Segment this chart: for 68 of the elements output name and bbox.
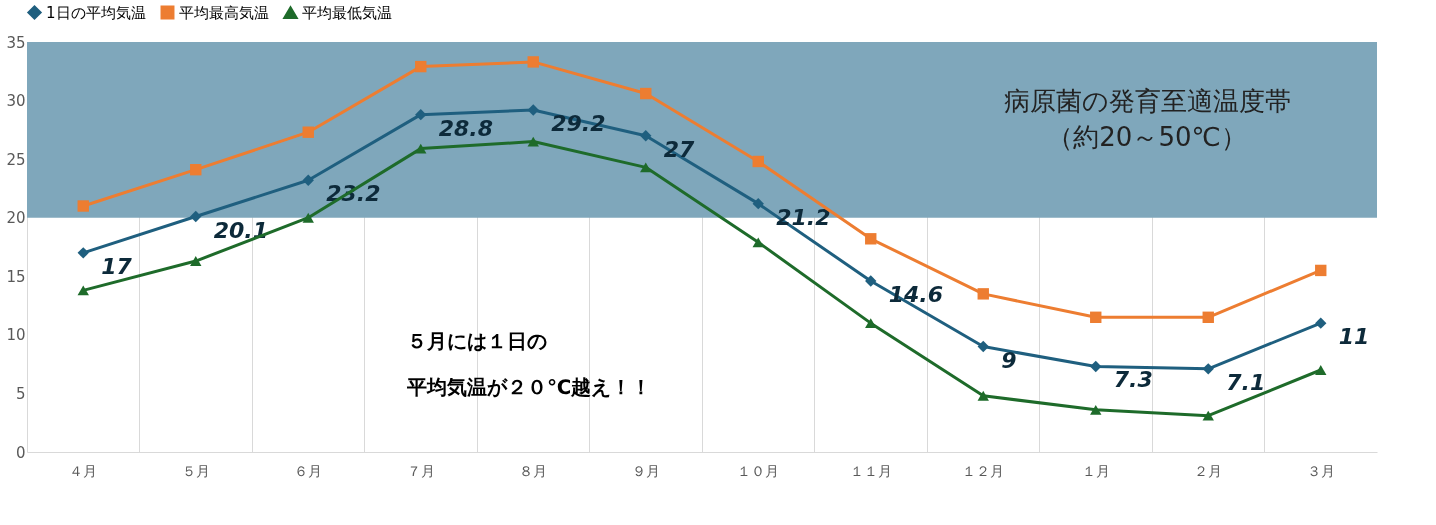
point [1315,264,1327,277]
point [302,126,314,138]
legend-label: 平均最低気温 [302,3,392,22]
point [1202,363,1214,375]
y-tick-label: 30 [6,92,26,111]
legend-label: 平均最高気温 [179,3,269,22]
y-tick-label: 0 [15,443,26,462]
data-label: 7.3 [1113,367,1153,393]
data-label: 11 [1338,324,1370,350]
x-tick-label: １２月 [962,462,1005,479]
x-tick-label: ９月 [631,462,660,479]
data-label: 28.8 [438,115,494,141]
x-tick-label: １月 [1081,462,1110,479]
data-label: 17 [101,253,133,279]
y-tick-label: 5 [15,384,26,403]
point [302,174,314,186]
y-tick-label: 15 [6,267,26,286]
data-label: 9 [1001,347,1017,373]
y-tick-label: 10 [6,326,26,345]
legend-label: 1日の平均気温 [46,3,146,22]
y-tick-label: 35 [6,33,26,52]
point [752,155,764,168]
point [527,56,539,68]
point [640,162,652,173]
point [977,288,989,300]
data-label: 20.1 [213,217,269,243]
x-tick-label: ４月 [69,462,98,479]
point [77,247,89,259]
point [865,318,877,329]
point [640,130,652,142]
band-label: 病原菌の発育至適温度帯（約20～50℃） [1003,86,1291,152]
point [752,237,764,248]
point [640,87,652,100]
point [190,210,202,223]
point [865,275,877,287]
y-tick-label: 20 [6,209,26,228]
x-tick-label: １０月 [737,462,780,479]
point [302,212,314,223]
x-tick-label: ３月 [1306,462,1335,479]
point [1315,365,1327,375]
annotation: ５月には１日の平均気温が２０℃越え！！ [406,329,652,399]
point [1315,317,1327,329]
x-tick-label: １１月 [849,462,892,479]
point [1090,360,1102,373]
point [1090,404,1102,415]
data-label: 27 [663,136,696,162]
point [190,256,202,266]
x-tick-label: ７月 [406,462,435,479]
x-tick-label: ６月 [294,462,323,479]
point [190,163,202,176]
point [977,340,989,353]
point [752,197,764,210]
data-label: 7.1 [1226,369,1266,395]
x-tick-label: ２月 [1194,462,1223,479]
x-tick-label: ８月 [519,462,548,479]
point [527,104,539,116]
point [865,233,877,245]
point [415,60,427,73]
point [415,143,427,154]
point [77,285,89,296]
point [977,390,989,401]
y-tick-label: 25 [6,150,26,169]
point [77,200,89,212]
point [1202,410,1214,421]
point [1090,311,1102,323]
point [1202,311,1214,323]
point [527,136,539,147]
x-tick-label: ５月 [181,462,210,479]
